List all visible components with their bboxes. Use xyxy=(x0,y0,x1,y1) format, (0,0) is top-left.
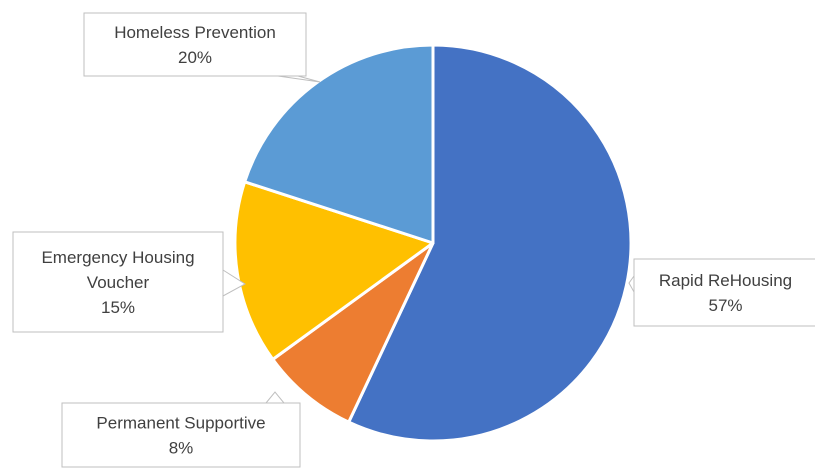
callout-box xyxy=(83,12,307,77)
callout-box xyxy=(633,258,815,327)
slice-category-label: Homeless Prevention xyxy=(114,23,276,42)
slice-category-label: Rapid ReHousing xyxy=(659,271,792,290)
data-label-callouts: Rapid ReHousing 57% Permanent Supportive 8%… xyxy=(12,12,815,468)
callout-leader xyxy=(264,391,286,404)
callout-homeless-prevention: Homeless Prevention 20% xyxy=(83,12,321,83)
callout-permanent-supportive: Permanent Supportive 8% xyxy=(61,391,301,468)
slice-category-label: Permanent Supportive xyxy=(96,414,265,433)
pie-slices xyxy=(233,43,633,443)
callout-box xyxy=(61,402,301,468)
slice-category-label: Voucher xyxy=(87,273,150,292)
pie-slice-homeless-prevention xyxy=(243,43,435,245)
callout-leader xyxy=(277,75,321,83)
pie-slice-permanent-supportive xyxy=(271,241,435,424)
pie-slice-emergency-housing-voucher xyxy=(233,180,435,361)
slice-percent-label: 20% xyxy=(178,48,212,67)
slice-percent-label: 15% xyxy=(101,298,135,317)
callout-leader xyxy=(628,274,635,294)
slice-category-label: Emergency Housing xyxy=(41,248,194,267)
pie-slice-rapid-rehousing xyxy=(347,43,633,443)
slice-percent-label: 57% xyxy=(708,296,742,315)
callout-rapid-rehousing: Rapid ReHousing 57% xyxy=(628,258,815,327)
slice-percent-label: 8% xyxy=(169,439,194,458)
callout-box xyxy=(12,231,224,333)
callout-emergency-housing-voucher: Emergency Housing Voucher 15% xyxy=(12,231,246,333)
callout-leader xyxy=(222,269,246,297)
